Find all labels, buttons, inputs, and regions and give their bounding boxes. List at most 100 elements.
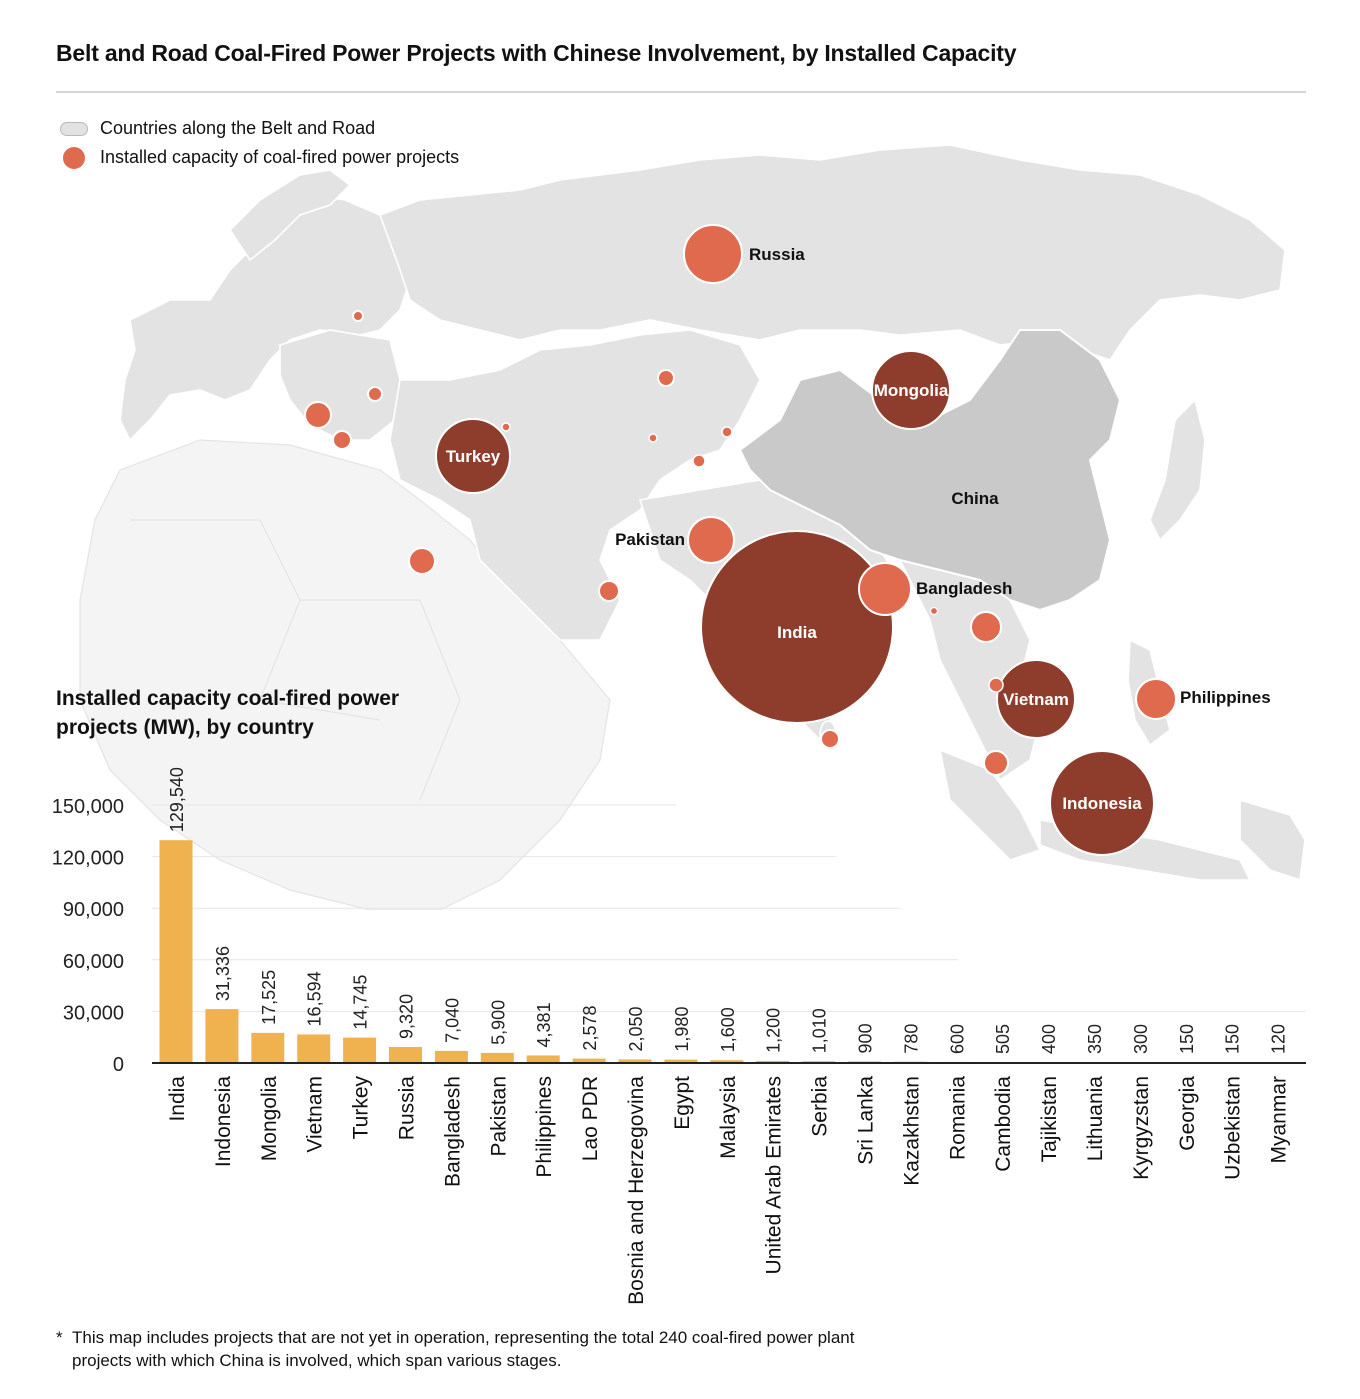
value-label: 900 bbox=[856, 1023, 876, 1053]
bubble-indonesia bbox=[1049, 750, 1155, 856]
map-label-russia: Russia bbox=[749, 245, 805, 264]
map-legend: Countries along the Belt and Road Instal… bbox=[60, 114, 459, 172]
value-label: 1,980 bbox=[672, 1007, 692, 1052]
value-label: 150 bbox=[1177, 1024, 1197, 1054]
map-label-turkey: Turkey bbox=[446, 447, 501, 466]
bar-indonesia bbox=[205, 1009, 239, 1063]
category-label: Indonesia bbox=[212, 1076, 235, 1167]
bubble-russia bbox=[683, 224, 743, 284]
category-label: Russia bbox=[396, 1076, 419, 1141]
category-label: Kazakhstan bbox=[900, 1076, 923, 1186]
bar-pakistan bbox=[480, 1052, 514, 1063]
legend-label-land: Countries along the Belt and Road bbox=[100, 118, 376, 138]
map-label-bangladesh: Bangladesh bbox=[916, 579, 1012, 598]
category-label: United Arab Emirates bbox=[763, 1076, 786, 1274]
value-label: 350 bbox=[1085, 1024, 1105, 1054]
bubble-georgia bbox=[501, 422, 511, 432]
bar-lao-pdr bbox=[572, 1058, 606, 1063]
belt-and-road-map: Russia Mongolia Turkey China Pakistan In… bbox=[79, 144, 1306, 910]
value-label: 300 bbox=[1131, 1024, 1151, 1054]
value-label: 7,040 bbox=[442, 998, 462, 1043]
category-label: Vietnam bbox=[304, 1076, 327, 1153]
value-label: 14,745 bbox=[351, 975, 371, 1030]
y-tick-label: 60,000 bbox=[63, 951, 124, 973]
bubble-uzbekistan bbox=[648, 433, 658, 443]
bubble-bosnia bbox=[304, 401, 332, 429]
footnote-mark: * bbox=[56, 1328, 63, 1347]
bubble-india bbox=[700, 530, 894, 724]
category-label: Mongolia bbox=[258, 1076, 281, 1162]
category-label: Georgia bbox=[1176, 1076, 1199, 1151]
bubble-lithuania bbox=[352, 310, 364, 322]
value-label: 505 bbox=[993, 1024, 1013, 1054]
bar-egypt bbox=[664, 1059, 698, 1063]
chart-heading: Installed capacity coal-fired power proj… bbox=[56, 687, 400, 739]
bar-malaysia bbox=[710, 1060, 744, 1063]
bubble-tajikistan bbox=[692, 454, 706, 468]
bubble-uae bbox=[598, 580, 620, 602]
category-label: India bbox=[166, 1076, 189, 1122]
europe-landmass bbox=[119, 169, 411, 442]
bubble-romania bbox=[367, 386, 383, 402]
y-tick-label: 30,000 bbox=[63, 1002, 124, 1024]
bubble-myanmar bbox=[929, 606, 939, 616]
legend-item-land: Countries along the Belt and Road bbox=[60, 114, 459, 143]
category-label: Lithuania bbox=[1084, 1076, 1107, 1162]
bubble-turkey bbox=[435, 418, 511, 494]
bar-uzbekistan bbox=[1215, 1062, 1249, 1063]
bar-lithuania bbox=[1077, 1062, 1111, 1063]
y-tick-label: 0 bbox=[113, 1054, 124, 1076]
bar-bosnia-and-herzegovina bbox=[618, 1059, 652, 1063]
map-label-pakistan: Pakistan bbox=[615, 530, 685, 549]
bubble-cambodia bbox=[988, 677, 1004, 693]
legend-label-dot: Installed capacity of coal-fired power p… bbox=[100, 147, 460, 167]
category-label: Kyrgyzstan bbox=[1130, 1076, 1153, 1180]
bar-georgia bbox=[1169, 1062, 1203, 1063]
bar-united-arab-emirates bbox=[756, 1060, 790, 1063]
bar-romania bbox=[939, 1061, 973, 1063]
value-label: 400 bbox=[1039, 1024, 1059, 1054]
bar-vietnam bbox=[297, 1034, 331, 1063]
bar-kazakhstan bbox=[893, 1061, 927, 1063]
map-label-indonesia: Indonesia bbox=[1062, 794, 1142, 813]
bubble-egypt bbox=[408, 547, 436, 575]
value-label: 2,050 bbox=[626, 1006, 646, 1051]
bubble-malaysia bbox=[983, 750, 1009, 776]
value-label: 16,594 bbox=[305, 971, 325, 1026]
value-label: 31,336 bbox=[213, 946, 233, 1001]
map-bubbles bbox=[304, 224, 1177, 856]
bar-turkey bbox=[343, 1037, 377, 1063]
bubble-sri-lanka bbox=[820, 729, 840, 749]
bubble-bangladesh bbox=[858, 562, 912, 616]
bar-russia bbox=[389, 1046, 422, 1063]
value-label: 150 bbox=[1223, 1024, 1243, 1054]
category-label: Tajikistan bbox=[1038, 1076, 1061, 1162]
category-label: Lao PDR bbox=[579, 1076, 602, 1161]
category-label: Pakistan bbox=[487, 1076, 510, 1157]
bubble-kazakhstan bbox=[657, 369, 675, 387]
value-label: 120 bbox=[1269, 1024, 1289, 1054]
value-label: 600 bbox=[947, 1024, 967, 1054]
bar-kyrgyzstan bbox=[1123, 1062, 1157, 1063]
value-label: 780 bbox=[901, 1024, 921, 1054]
bar-myanmar bbox=[1261, 1062, 1295, 1063]
footnote-text: This map includes projects that are not … bbox=[72, 1328, 855, 1370]
map-label-vietnam: Vietnam bbox=[1003, 690, 1069, 709]
map-label-mongolia: Mongolia bbox=[874, 381, 949, 400]
bar-tajikistan bbox=[1031, 1062, 1065, 1063]
map-label-china: China bbox=[951, 489, 999, 508]
value-label: 4,381 bbox=[534, 1002, 554, 1047]
bubble-lao bbox=[970, 611, 1002, 643]
land-swatch-icon bbox=[60, 121, 88, 136]
category-label: Turkey bbox=[350, 1076, 373, 1140]
value-label: 1,600 bbox=[718, 1007, 738, 1052]
category-labels: India Indonesia Mongolia Vietnam Turkey Russi… bbox=[166, 1076, 1291, 1305]
value-label: 1,010 bbox=[810, 1008, 830, 1053]
category-label: Bosnia and Herzegovina bbox=[625, 1076, 648, 1305]
bar-philippines bbox=[526, 1055, 560, 1063]
bar-cambodia bbox=[985, 1062, 1019, 1063]
category-label: Myanmar bbox=[1268, 1076, 1291, 1164]
value-label: 2,578 bbox=[580, 1006, 600, 1051]
category-label: Bangladesh bbox=[441, 1076, 464, 1187]
value-label: 1,200 bbox=[764, 1008, 784, 1053]
